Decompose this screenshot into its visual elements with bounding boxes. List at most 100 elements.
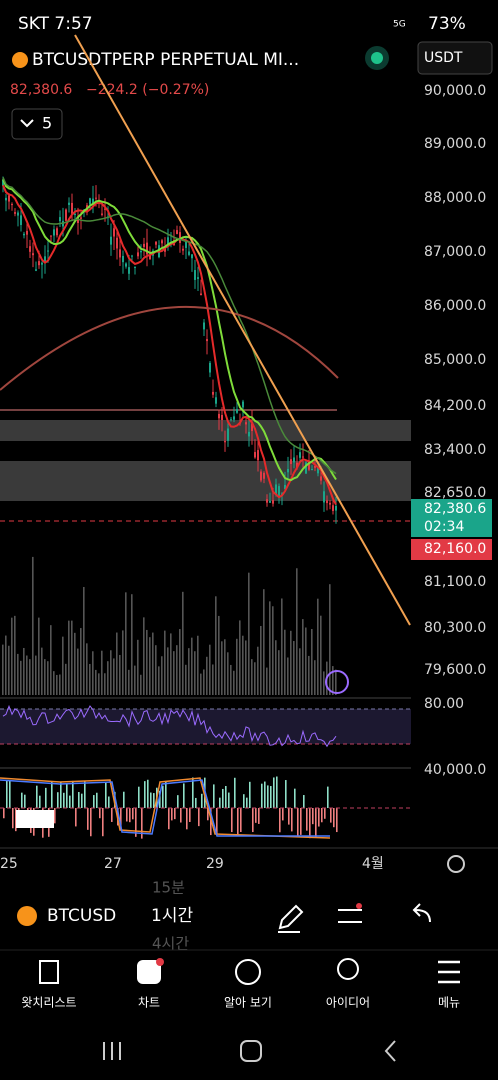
last-price: 82,380.6 <box>424 501 486 517</box>
symbol[interactable]: BTCUSDTPERP PERPETUAL MI... <box>32 50 299 70</box>
nav-label[interactable]: 차트 <box>138 996 160 1010</box>
undo-icon[interactable] <box>412 903 431 923</box>
candle <box>233 416 235 420</box>
candle <box>26 230 28 235</box>
candle <box>275 484 277 496</box>
candle <box>191 254 193 259</box>
price-label: 85,000.0 <box>424 352 486 368</box>
candle <box>224 441 226 443</box>
ideas-icon[interactable] <box>337 958 359 980</box>
moving-average <box>2 184 337 506</box>
oscillator <box>0 777 331 839</box>
volume-bar <box>17 653 19 695</box>
indicator-icon[interactable] <box>338 909 362 923</box>
volume-bar <box>164 630 166 695</box>
candle <box>203 322 205 330</box>
volume-bar <box>185 664 187 695</box>
coin-icon <box>17 906 37 926</box>
candle <box>110 236 112 245</box>
back-btn[interactable] <box>384 1040 396 1062</box>
candle <box>200 293 202 296</box>
histogram-bar <box>72 780 74 808</box>
volume-bar <box>278 650 280 695</box>
histogram-bar <box>15 808 17 832</box>
candle <box>194 270 196 280</box>
price-label: 81,100.0 <box>424 574 486 590</box>
settings-icon[interactable] <box>447 855 465 873</box>
chevron <box>20 119 34 128</box>
explore-icon[interactable] <box>235 959 261 985</box>
volume-bar <box>155 645 157 695</box>
histogram-bar <box>195 797 197 808</box>
histogram-bar <box>162 785 164 808</box>
volume-bar <box>107 661 109 695</box>
volume-bar <box>293 641 295 695</box>
draw-icon[interactable] <box>278 904 304 933</box>
candle <box>119 249 121 258</box>
price-label: 88,000.0 <box>424 190 486 206</box>
candle <box>56 228 58 236</box>
candle <box>185 241 187 248</box>
volume-bar <box>143 617 145 695</box>
price-label: 87,000.0 <box>424 244 486 260</box>
histogram-bar <box>192 777 194 808</box>
interval-count[interactable]: 5 <box>42 114 52 133</box>
toolbar-interval[interactable]: 1시간 <box>151 906 193 926</box>
nav-label[interactable]: 알아 보기 <box>224 996 272 1010</box>
watchlist-icon[interactable] <box>39 960 59 984</box>
volume-bar <box>86 643 88 695</box>
recent-btn[interactable] <box>103 1042 121 1060</box>
volume-bar <box>80 628 82 695</box>
histogram-bar <box>147 779 149 808</box>
status-battery: 73% <box>428 14 466 34</box>
volume-bar <box>173 651 175 695</box>
volume-bar <box>254 662 256 695</box>
candle <box>209 362 211 373</box>
histogram-bar <box>123 791 125 808</box>
histogram-bar <box>6 780 8 808</box>
volume-bar <box>311 628 313 695</box>
volume-bar <box>125 592 127 695</box>
histogram-bar <box>153 793 155 808</box>
candle <box>248 431 250 437</box>
volume-bar <box>170 633 172 695</box>
candle <box>293 457 295 463</box>
volume-bar <box>299 648 301 695</box>
candle <box>182 248 184 251</box>
nav-label[interactable]: 아이디어 <box>326 996 370 1010</box>
menu-icon[interactable] <box>438 960 460 984</box>
histogram-bar <box>237 808 239 836</box>
histogram-bar <box>102 808 104 837</box>
volume-bar <box>5 635 7 695</box>
candle <box>113 228 115 237</box>
histogram-bar <box>246 797 248 808</box>
price-label: 89,000.0 <box>424 136 486 152</box>
volume-bar <box>188 648 190 695</box>
interval-btn[interactable] <box>11 108 63 140</box>
toolbar-symbol[interactable]: BTCUSD <box>47 906 116 926</box>
volume-bar <box>179 629 181 695</box>
chart-icon[interactable] <box>137 960 161 984</box>
histogram-bar <box>51 781 53 808</box>
candle <box>278 486 280 497</box>
volume-bar <box>335 669 337 695</box>
volume-bar <box>56 674 58 695</box>
candle <box>59 217 61 222</box>
histogram-bar <box>273 777 275 808</box>
status-dot <box>371 52 383 64</box>
home-btn[interactable] <box>240 1040 262 1062</box>
rsi-line <box>2 704 337 748</box>
candle <box>155 241 157 245</box>
candle <box>41 262 43 265</box>
volume-bar <box>323 671 325 695</box>
candle <box>272 500 274 504</box>
candle <box>335 505 337 511</box>
nav-label[interactable]: 왓치리스트 <box>21 996 76 1010</box>
volume-bar <box>98 673 100 695</box>
currency[interactable]: USDT <box>424 50 463 66</box>
currency-btn[interactable] <box>417 41 493 75</box>
candle <box>299 452 301 458</box>
histogram-bar <box>12 808 14 829</box>
nav-label[interactable]: 메뉴 <box>438 996 460 1010</box>
histogram-bar <box>324 808 326 819</box>
